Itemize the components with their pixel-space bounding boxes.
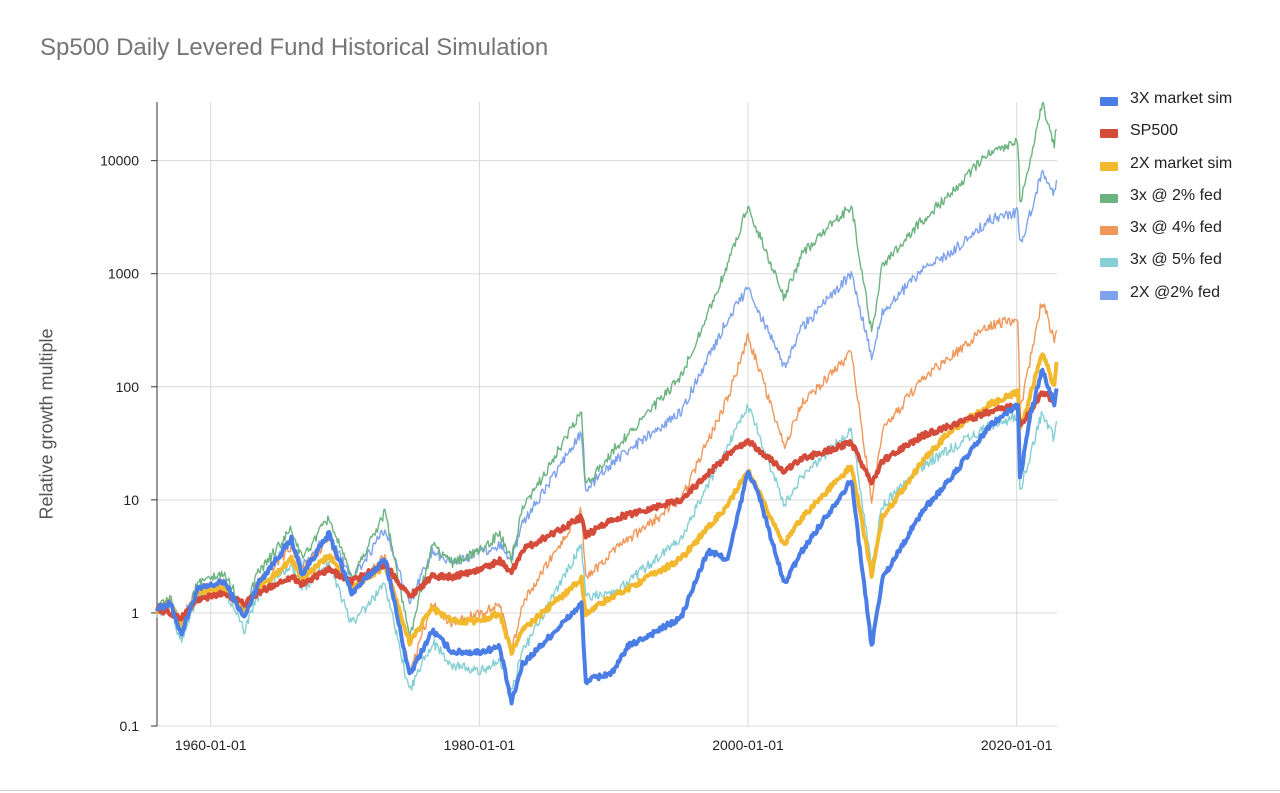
legend-swatch: [1100, 97, 1118, 106]
series-line: [156, 101, 1058, 637]
x-tick-label: 1980-01-01: [444, 737, 516, 753]
y-tick-label: 10000: [100, 153, 139, 169]
legend-label: 2X @2% fed: [1130, 283, 1221, 301]
legend-label: 3X market sim: [1130, 90, 1233, 107]
bottom-divider: [0, 790, 1280, 791]
series-line: [155, 367, 1059, 706]
chart-title: Sp500 Daily Levered Fund Historical Simu…: [40, 34, 549, 61]
legend-swatch: [1100, 161, 1118, 171]
x-tick-label: 1960-01-01: [175, 737, 247, 753]
series-line: [156, 303, 1058, 675]
legend-swatch: [1100, 193, 1118, 203]
legend-label: 3x @ 5% fed: [1130, 251, 1222, 269]
legend-label: SP500: [1130, 122, 1179, 140]
series-line: [155, 390, 1059, 622]
y-tick-label: 1000: [108, 266, 139, 282]
x-tick-label: 2000-01-01: [712, 737, 784, 753]
y-tick-label: 10: [123, 492, 139, 508]
x-tick-label: 2020-01-01: [981, 737, 1053, 753]
legend-swatch: [1100, 258, 1118, 268]
series-line: [155, 352, 1059, 656]
chart-plot: 0.1 1 10 100 1000 10000 1960-01-01 1980-01-01 20…: [100, 101, 1059, 753]
legend-swatch: [1100, 290, 1118, 300]
legend-label: 3x @ 4% fed: [1130, 219, 1222, 237]
y-tick-label: 100: [116, 379, 140, 395]
legend-swatch: [1100, 226, 1118, 236]
legend-swatch: [1100, 129, 1118, 139]
y-tick-label: 1: [131, 605, 139, 621]
series-line: [156, 169, 1058, 622]
y-axis-label: Relative growth multiple: [36, 328, 57, 520]
y-tick-label: 0.1: [120, 718, 140, 734]
legend-label: 2X market sim: [1130, 154, 1233, 172]
legend-label: 3x @ 2% fed: [1130, 186, 1222, 204]
